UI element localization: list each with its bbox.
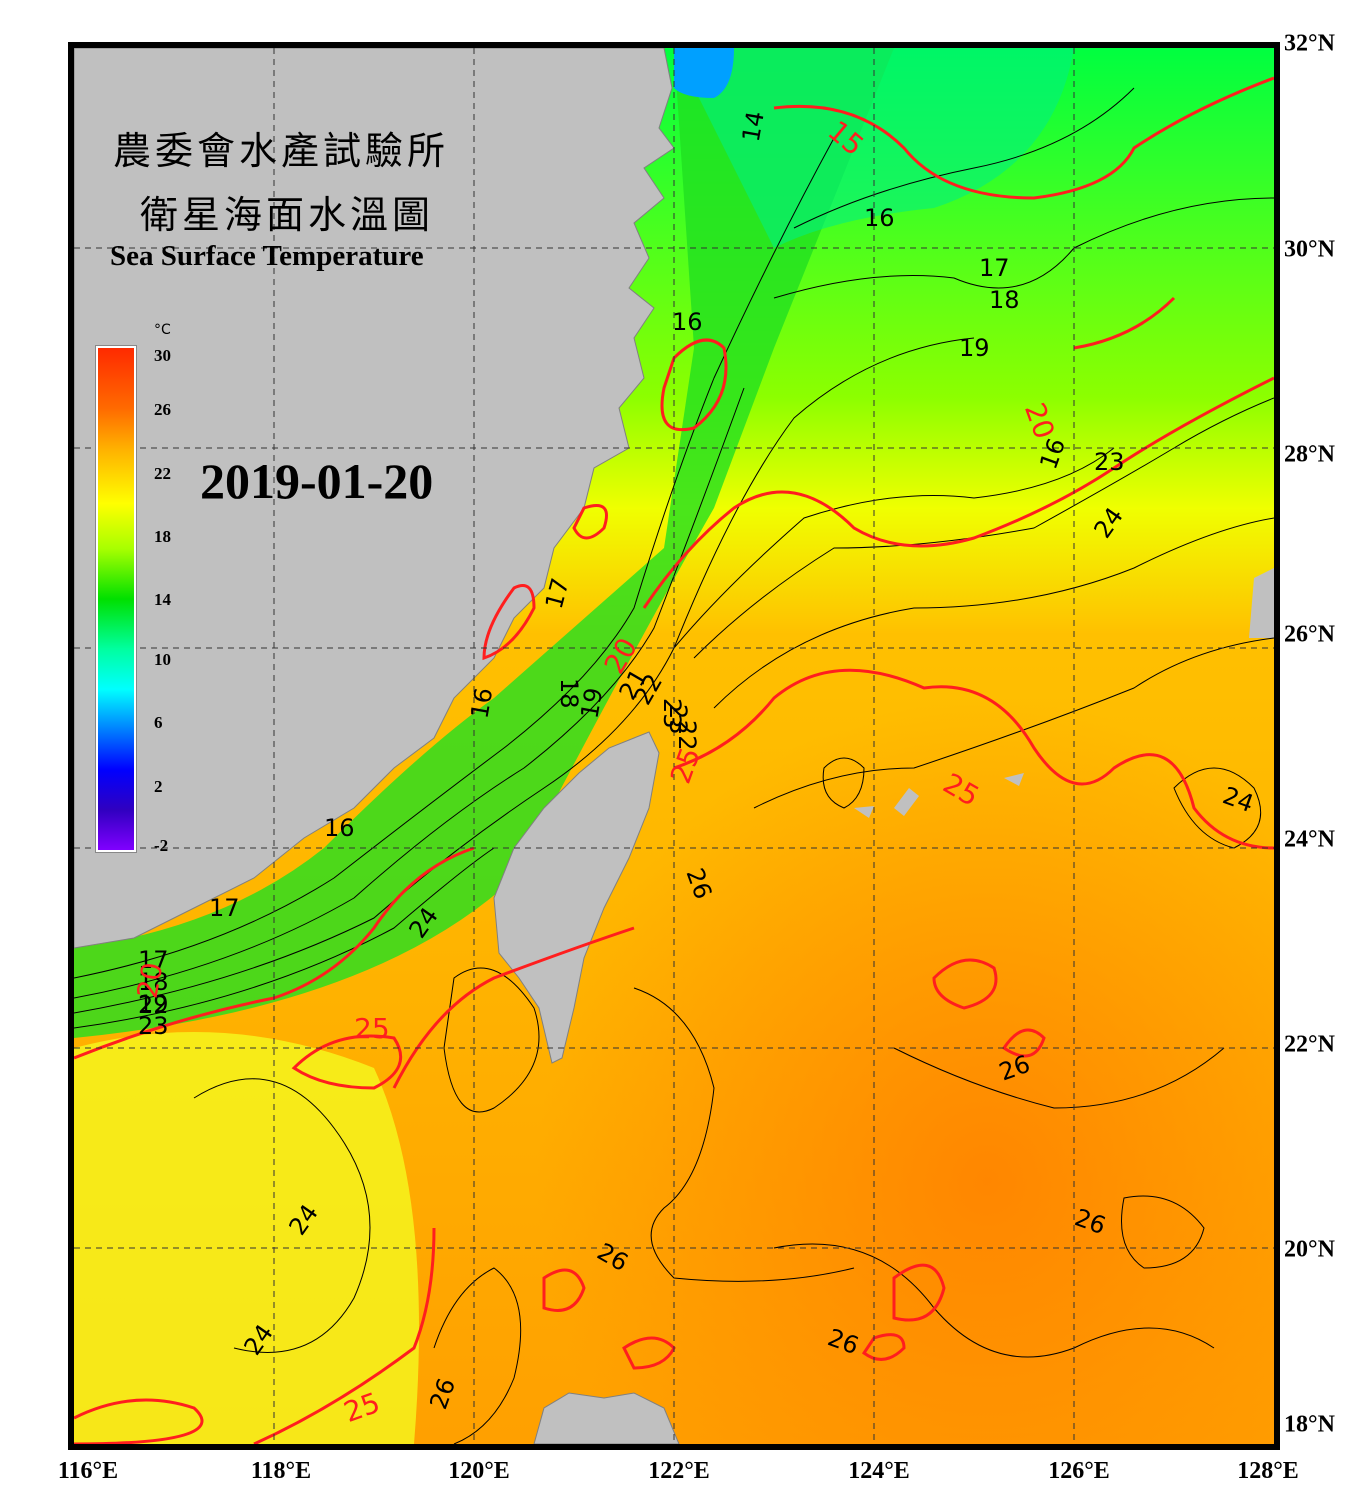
- black-contours: [74, 87, 1274, 1444]
- longitude-label: 120°E: [448, 1458, 510, 1484]
- contour-label: 16: [672, 308, 703, 336]
- colorbar: [95, 345, 137, 853]
- yellow-water-southwest: [74, 1032, 419, 1444]
- colorbar-tick: -2: [154, 836, 169, 855]
- contour-label: 14: [737, 109, 770, 144]
- lat-lon-grid: [74, 48, 1274, 1444]
- contour-label: 23: [138, 1012, 169, 1040]
- title-english: Sea Surface Temperature: [110, 240, 424, 272]
- latitude-label: 18°N: [1284, 1411, 1335, 1438]
- contour-label: 18: [555, 678, 583, 709]
- contour-label: 16: [465, 686, 498, 721]
- title-chinese-agency: 農委會水產試驗所: [113, 129, 450, 173]
- land-china: [74, 48, 675, 949]
- observation-date: 2019-01-20: [200, 453, 434, 509]
- latitude-label: 22°N: [1284, 1031, 1335, 1058]
- land-east-edge: [1249, 568, 1274, 638]
- title-chinese-sst: 衛星海面水溫圖: [140, 193, 435, 237]
- colorbar-tick: 30: [154, 346, 171, 365]
- islands-ryukyu: [854, 773, 1024, 818]
- colorbar-tick: 10: [154, 650, 171, 669]
- contour-label-red: 20: [131, 960, 170, 1001]
- colorbar-tick: 2: [154, 777, 163, 796]
- contour-label: 17: [209, 894, 240, 922]
- cold-spot: [674, 48, 734, 98]
- land-luzon: [533, 1392, 680, 1444]
- contour-label: 23: [1094, 448, 1125, 476]
- contour-label: 23: [664, 704, 692, 735]
- contour-label-red: 25: [354, 1012, 390, 1045]
- contour-label: 23: [658, 698, 686, 729]
- sst-map-canvas: 14 16 17 18 19 16 17 16 17 18 19 16 16 1…: [74, 48, 1274, 1444]
- latitude-label: 32°N: [1284, 30, 1335, 57]
- contour-label: 19: [959, 334, 990, 362]
- sst-map: 14 16 17 18 19 16 17 16 17 18 19 16 16 1…: [68, 42, 1280, 1450]
- latitude-label: 24°N: [1284, 826, 1335, 853]
- colorbar-tick: 22: [154, 464, 171, 483]
- contour-label: 18: [138, 968, 169, 996]
- land-taiwan: [493, 731, 660, 1064]
- latitude-label: 20°N: [1284, 1236, 1335, 1263]
- longitude-label: 126°E: [1048, 1458, 1110, 1484]
- colorbar-unit: °C: [154, 322, 171, 338]
- colorbar-tick: 18: [154, 527, 171, 546]
- contour-label: 18: [989, 286, 1020, 314]
- contour-label: 22: [138, 991, 169, 1019]
- contour-label: 17: [138, 946, 169, 974]
- longitude-label: 128°E: [1237, 1458, 1299, 1484]
- latitude-label: 28°N: [1284, 441, 1335, 468]
- colorbar-tick: 14: [154, 590, 171, 609]
- contour-label: 19: [575, 686, 608, 721]
- colorbar-tick: 26: [154, 400, 171, 419]
- latitude-label: 26°N: [1284, 621, 1335, 648]
- longitude-label: 124°E: [848, 1458, 910, 1484]
- longitude-label: 118°E: [250, 1458, 312, 1484]
- longitude-label: 122°E: [648, 1458, 710, 1484]
- colorbar-tick: 6: [154, 713, 163, 732]
- contour-label: 22: [673, 720, 701, 751]
- contour-label: 17: [979, 254, 1010, 282]
- red-contours: [74, 76, 1274, 1444]
- latitude-label: 30°N: [1284, 236, 1335, 263]
- contour-label: 16: [864, 204, 895, 232]
- contour-label: 16: [324, 814, 355, 842]
- contour-label: 19: [138, 990, 169, 1018]
- longitude-label: 116°E: [57, 1458, 119, 1484]
